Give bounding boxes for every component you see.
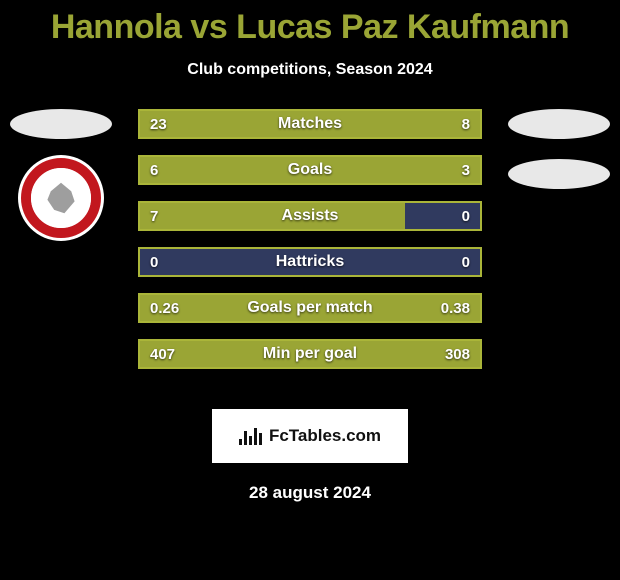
stat-value-right: 308	[445, 341, 470, 367]
stat-row: 7Assists0	[138, 201, 482, 231]
stat-label: Goals	[140, 157, 480, 183]
stats-list: 23Matches86Goals37Assists00Hattricks00.2…	[138, 109, 482, 369]
eagle-icon	[44, 181, 78, 215]
page-title: Hannola vs Lucas Paz Kaufmann	[0, 0, 620, 47]
player-right-avatar-placeholder-2	[508, 159, 610, 189]
player-left-club-badge	[18, 155, 104, 241]
date-label: 28 august 2024	[0, 483, 620, 503]
stat-row: 0Hattricks0	[138, 247, 482, 277]
stat-label: Assists	[140, 203, 480, 229]
stat-value-right: 0.38	[441, 295, 470, 321]
stat-value-right: 8	[462, 111, 470, 137]
stat-label: Min per goal	[140, 341, 480, 367]
player-left-avatar-placeholder	[10, 109, 112, 139]
subtitle: Club competitions, Season 2024	[0, 61, 620, 79]
stat-row: 6Goals3	[138, 155, 482, 185]
stat-value-right: 3	[462, 157, 470, 183]
player-left-column	[6, 109, 116, 241]
stat-row: 23Matches8	[138, 109, 482, 139]
player-right-column	[504, 109, 614, 189]
stat-row: 0.26Goals per match0.38	[138, 293, 482, 323]
stat-value-right: 0	[462, 249, 470, 275]
comparison-arena: 23Matches86Goals37Assists00Hattricks00.2…	[0, 109, 620, 389]
stat-value-right: 0	[462, 203, 470, 229]
stat-row: 407Min per goal308	[138, 339, 482, 369]
player-right-avatar-placeholder-1	[508, 109, 610, 139]
stat-label: Hattricks	[140, 249, 480, 275]
watermark-text: FcTables.com	[269, 426, 381, 446]
stat-label: Goals per match	[140, 295, 480, 321]
watermark: FcTables.com	[212, 409, 408, 463]
chart-icon	[239, 427, 263, 445]
stat-label: Matches	[140, 111, 480, 137]
